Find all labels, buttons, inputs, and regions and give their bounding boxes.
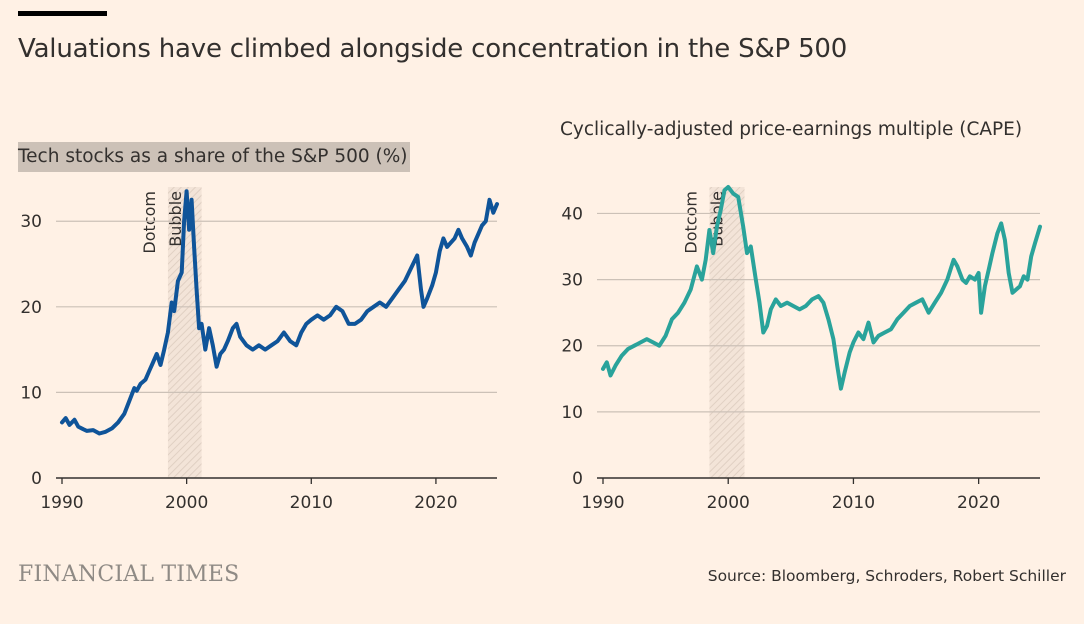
cape-y-tick-label-20: 20 <box>561 337 583 357</box>
cape-y-tick-label-10: 10 <box>561 403 583 423</box>
cape-y-tick-label-30: 30 <box>561 271 583 291</box>
tech-y-tick-label-10: 10 <box>20 383 42 403</box>
cape-x-tick-label-2000: 2000 <box>707 493 750 513</box>
source-note: Source: Bloomberg, Schroders, Robert Sch… <box>707 567 1066 585</box>
cape-region-label-1: Dotcom <box>681 191 700 254</box>
tech-region-label-2: Bubble <box>166 191 185 247</box>
tech-x-tick-label-1990: 1990 <box>40 493 83 513</box>
page-title: Valuations have climbed alongside concen… <box>18 34 848 64</box>
tech-y-tick-label-0: 0 <box>31 469 42 489</box>
cape-y-tick-label-0: 0 <box>572 469 583 489</box>
tech-x-tick-label-2000: 2000 <box>165 493 208 513</box>
cape-x-tick-label-2020: 2020 <box>957 493 1000 513</box>
cape-x-tick-label-1990: 1990 <box>581 493 624 513</box>
title-rule <box>18 11 107 16</box>
tech-series-line-1 <box>60 189 499 436</box>
tech-y-tick-label-30: 30 <box>20 212 42 232</box>
cape-chart-title: Cyclically-adjusted price-earnings multi… <box>560 119 1023 140</box>
cape-x-tick-label-2010: 2010 <box>832 493 875 513</box>
tech-x-tick-label-2010: 2010 <box>290 493 333 513</box>
cape-series-line-1 <box>601 185 1042 391</box>
tech-share-chart-title: Tech stocks as a share of the S&P 500 (%… <box>18 142 410 172</box>
ft-logo-text: FINANCIAL TIMES <box>18 562 240 587</box>
tech-y-tick-label-20: 20 <box>20 298 42 318</box>
tech-x-tick-label-2020: 2020 <box>414 493 457 513</box>
tech-region-label-1: Dotcom <box>140 191 159 254</box>
cape-y-tick-label-40: 40 <box>561 204 583 224</box>
